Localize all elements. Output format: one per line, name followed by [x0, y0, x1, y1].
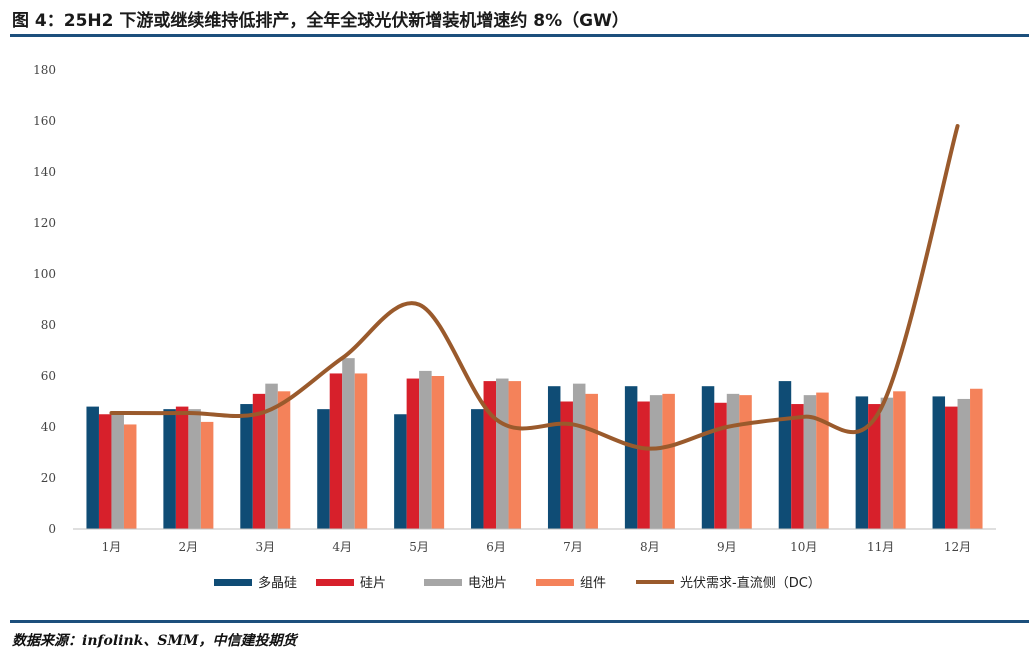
chart-title: 图 4：25H2 下游或继续维持低排产，全年全球光伏新增装机增速约 8%（GW） — [12, 11, 629, 31]
legend-label: 光伏需求-直流侧（DC） — [680, 576, 821, 591]
source-note: 数据来源：infolink、SMM，中信建投期货 — [12, 633, 297, 649]
title-rule — [10, 34, 1029, 37]
legend-swatch — [536, 579, 574, 586]
bar — [175, 406, 189, 529]
x-tick-label: 12月 — [944, 540, 971, 554]
y-tick-label: 20 — [41, 471, 56, 485]
bar — [317, 409, 330, 529]
bar — [649, 395, 663, 530]
y-tick-label: 180 — [33, 63, 56, 77]
bar — [240, 404, 253, 529]
bar — [701, 386, 715, 529]
y-tick-label: 160 — [33, 114, 56, 128]
bar — [508, 381, 522, 529]
legend-item: 电池片 — [424, 576, 507, 591]
bar — [471, 409, 484, 529]
legend-label: 组件 — [580, 576, 606, 591]
legend-item: 光伏需求-直流侧（DC） — [636, 576, 821, 591]
x-tick-label: 1月 — [102, 540, 122, 554]
bar — [957, 398, 971, 529]
bar — [945, 406, 958, 529]
bar — [970, 388, 983, 529]
bar — [86, 406, 99, 529]
legend-swatch — [214, 579, 252, 586]
bar — [329, 373, 343, 529]
y-tick-label: 120 — [33, 216, 56, 230]
y-tick-label: 140 — [33, 165, 56, 179]
bar — [637, 401, 650, 529]
line-group — [109, 124, 960, 451]
bar — [354, 373, 368, 529]
bar — [123, 424, 137, 529]
legend-item: 多晶硅 — [214, 575, 297, 591]
legend-label: 多晶硅 — [258, 575, 297, 591]
y-tick-label: 0 — [48, 522, 56, 536]
bar — [662, 393, 675, 529]
bar — [880, 397, 894, 529]
bar — [200, 421, 214, 529]
legend-label: 电池片 — [468, 576, 507, 591]
bar — [816, 392, 829, 529]
legend-label: 硅片 — [360, 576, 386, 591]
bar — [726, 393, 740, 529]
bar — [855, 396, 869, 529]
bar — [188, 409, 201, 529]
bar — [893, 391, 906, 529]
bar — [419, 370, 432, 529]
bar — [252, 393, 266, 529]
bar — [791, 404, 804, 529]
x-tick-label: 9月 — [717, 540, 737, 554]
y-tick-label: 100 — [33, 267, 56, 281]
bar — [496, 378, 509, 529]
x-tick-label: 8月 — [640, 540, 660, 554]
bar — [778, 381, 792, 529]
legend-swatch — [424, 579, 462, 586]
x-tick-label: 2月 — [179, 540, 199, 554]
x-tick-label: 4月 — [332, 540, 352, 554]
bar — [739, 395, 752, 530]
bar — [932, 396, 946, 529]
x-tick-label: 5月 — [409, 540, 429, 554]
bar — [585, 393, 598, 529]
y-axis: 0 20 40 60 80 100 120 140 160 180 — [33, 63, 56, 536]
bar — [394, 414, 407, 529]
bar — [265, 383, 278, 529]
footer-rule — [10, 620, 1029, 623]
bar — [483, 381, 497, 529]
bar — [547, 386, 561, 529]
x-tick-label: 11月 — [867, 540, 894, 554]
legend-item: 硅片 — [316, 576, 386, 591]
bars-group — [86, 358, 983, 530]
bar — [560, 401, 573, 529]
x-tick-label: 10月 — [790, 540, 817, 554]
legend: 多晶硅 硅片 电池片 组件 光伏需求-直流侧（DC） — [214, 575, 821, 591]
bar — [163, 409, 176, 529]
bar — [714, 402, 727, 529]
bar — [431, 376, 445, 529]
x-axis: 1月 2月 3月 4月 5月 6月 7月 8月 9月 10月 11月 12月 — [73, 528, 996, 554]
bar — [624, 386, 638, 529]
bar — [277, 391, 291, 529]
bar — [342, 358, 355, 529]
x-tick-label: 7月 — [563, 540, 583, 554]
demand-line — [109, 124, 960, 451]
bar — [406, 378, 420, 529]
x-tick-label: 6月 — [486, 540, 506, 554]
bar — [98, 414, 112, 529]
y-tick-label: 40 — [41, 420, 56, 434]
bar — [572, 383, 586, 529]
chart: 0 20 40 60 80 100 120 140 160 180 1月 2月 3月 4月 5月 6月 7月 8… — [33, 63, 996, 591]
legend-item: 组件 — [536, 576, 606, 591]
y-tick-label: 80 — [41, 318, 56, 332]
x-tick-label: 3月 — [255, 540, 275, 554]
legend-swatch — [316, 579, 354, 586]
bar — [868, 404, 881, 529]
bar — [803, 395, 817, 530]
bar — [111, 411, 124, 529]
y-tick-label: 60 — [41, 369, 56, 383]
